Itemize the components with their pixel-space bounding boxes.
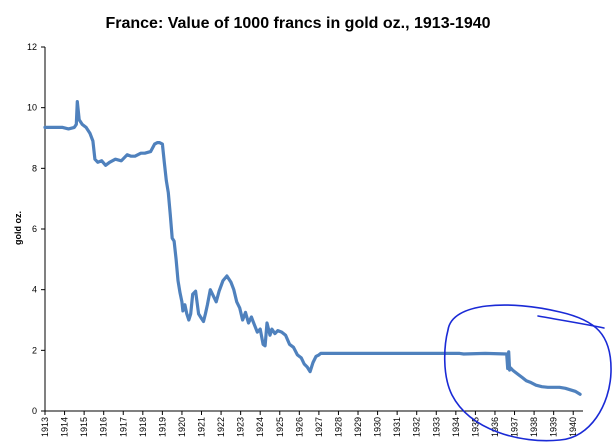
x-tick-label: 1925 [275,417,285,437]
y-tick-label: 4 [32,285,37,295]
x-tick-label: 1920 [177,417,187,437]
x-tick-label: 1934 [451,417,461,437]
series-lines [43,100,582,396]
x-tick-label: 1916 [99,417,109,437]
x-tick-label: 1935 [470,417,480,437]
x-tick-label: 1930 [373,417,383,437]
x-tick-label: 1923 [236,417,246,437]
y-tick-label: 8 [32,163,37,173]
x-tick-label: 1913 [40,417,50,437]
x-tick-label: 1937 [510,417,520,437]
x-tick-label: 1921 [197,417,207,437]
y-tick-label: 0 [32,406,37,416]
chart-title: France: Value of 1000 francs in gold oz.… [105,15,490,32]
x-tick-label: 1919 [157,417,167,437]
x-tick-label: 1929 [353,417,363,437]
x-tick-label: 1915 [79,417,89,437]
x-tick-label: 1914 [60,417,70,437]
x-tick-label: 1940 [568,417,578,437]
x-axis: 1913 1914 1915 1916 1917 1918 1919 1920 1921 1922… [40,410,583,437]
x-tick-label: 1917 [118,417,128,437]
x-tick-label: 1928 [333,417,343,437]
y-tick-label: 6 [32,224,37,234]
x-tick-label: 1922 [216,417,226,437]
x-tick-label: 1926 [294,417,304,437]
y-tick-label: 10 [27,103,37,113]
x-tick-label: 1938 [529,417,539,437]
hand-drawn-ellipse-annotation [443,304,612,442]
x-tick-label: 1939 [549,417,559,437]
y-axis-label: gold oz. [13,211,23,245]
series-line [43,100,582,396]
hand-drawn-stroke-annotation [537,315,605,329]
x-tick-label: 1927 [314,417,324,437]
annotation [443,304,612,442]
x-tick-label: 1932 [412,417,422,437]
x-tick-label: 1931 [392,417,402,437]
y-tick-label: 2 [32,345,37,355]
y-axis: 0 2 4 6 8 10 12 [27,42,46,416]
y-tick-label: 12 [27,42,37,52]
x-tick-label: 1936 [490,417,500,437]
x-tick-label: 1933 [431,417,441,437]
x-tick-label: 1918 [138,417,148,437]
x-tick-label: 1924 [255,417,265,437]
